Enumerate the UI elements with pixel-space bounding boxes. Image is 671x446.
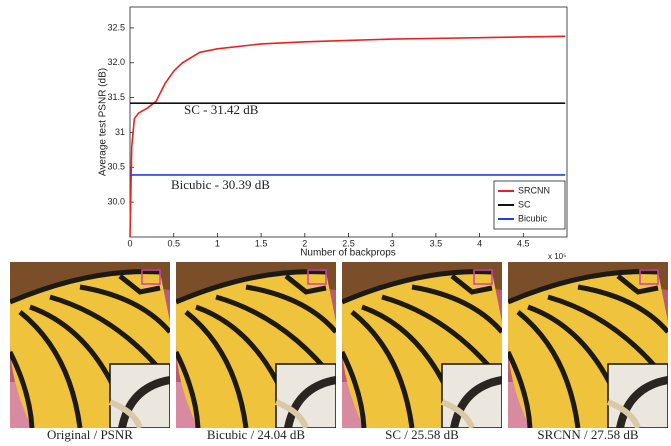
y-tick-label: 30.5 — [107, 162, 125, 172]
x-tick-label: 0.5 — [167, 238, 180, 248]
image-caption: Bicubic / 24.04 dB — [207, 427, 306, 442]
x-tick-label: 1 — [215, 238, 220, 248]
butterfly-image — [10, 262, 170, 428]
annotation: SC - 31.42 dB — [184, 102, 259, 117]
annotation: Bicubic - 30.39 dB — [171, 177, 270, 192]
x-tick-label: 4.5 — [517, 238, 530, 248]
image-caption: SC / 25.58 dB — [385, 427, 459, 442]
y-tick-label: 31 — [115, 127, 125, 137]
image-caption: SRCNN / 27.58 dB — [537, 427, 638, 442]
butterfly-image — [176, 262, 336, 428]
x-tick-label: 0 — [127, 238, 132, 248]
y-tick-label: 31.5 — [107, 92, 125, 102]
y-axis-label: Average test PSNR (dB) — [98, 68, 109, 176]
x-tick-label: 1.5 — [255, 238, 268, 248]
x-tick-label: 3 — [390, 238, 395, 248]
x-tick-label: 3.5 — [430, 238, 443, 248]
y-tick-label: 32.0 — [107, 57, 125, 67]
legend-label: SRCNN — [518, 185, 550, 195]
x-tick-label: 4 — [477, 238, 482, 248]
y-tick-label: 32.5 — [107, 22, 125, 32]
butterfly-image — [508, 262, 668, 428]
legend-label: Bicubic — [518, 213, 548, 223]
butterfly-image — [342, 262, 502, 428]
x-tick-label: 2 — [302, 238, 307, 248]
x-tick-label: 2.5 — [342, 238, 355, 248]
series-line — [129, 35, 566, 238]
image-caption: Original / PSNR — [47, 427, 133, 442]
x-multiplier: x 10⁵ — [548, 252, 566, 261]
legend-label: SC — [518, 199, 531, 209]
x-axis-label: Number of backprops — [300, 248, 396, 259]
y-tick-label: 30.0 — [107, 197, 125, 207]
